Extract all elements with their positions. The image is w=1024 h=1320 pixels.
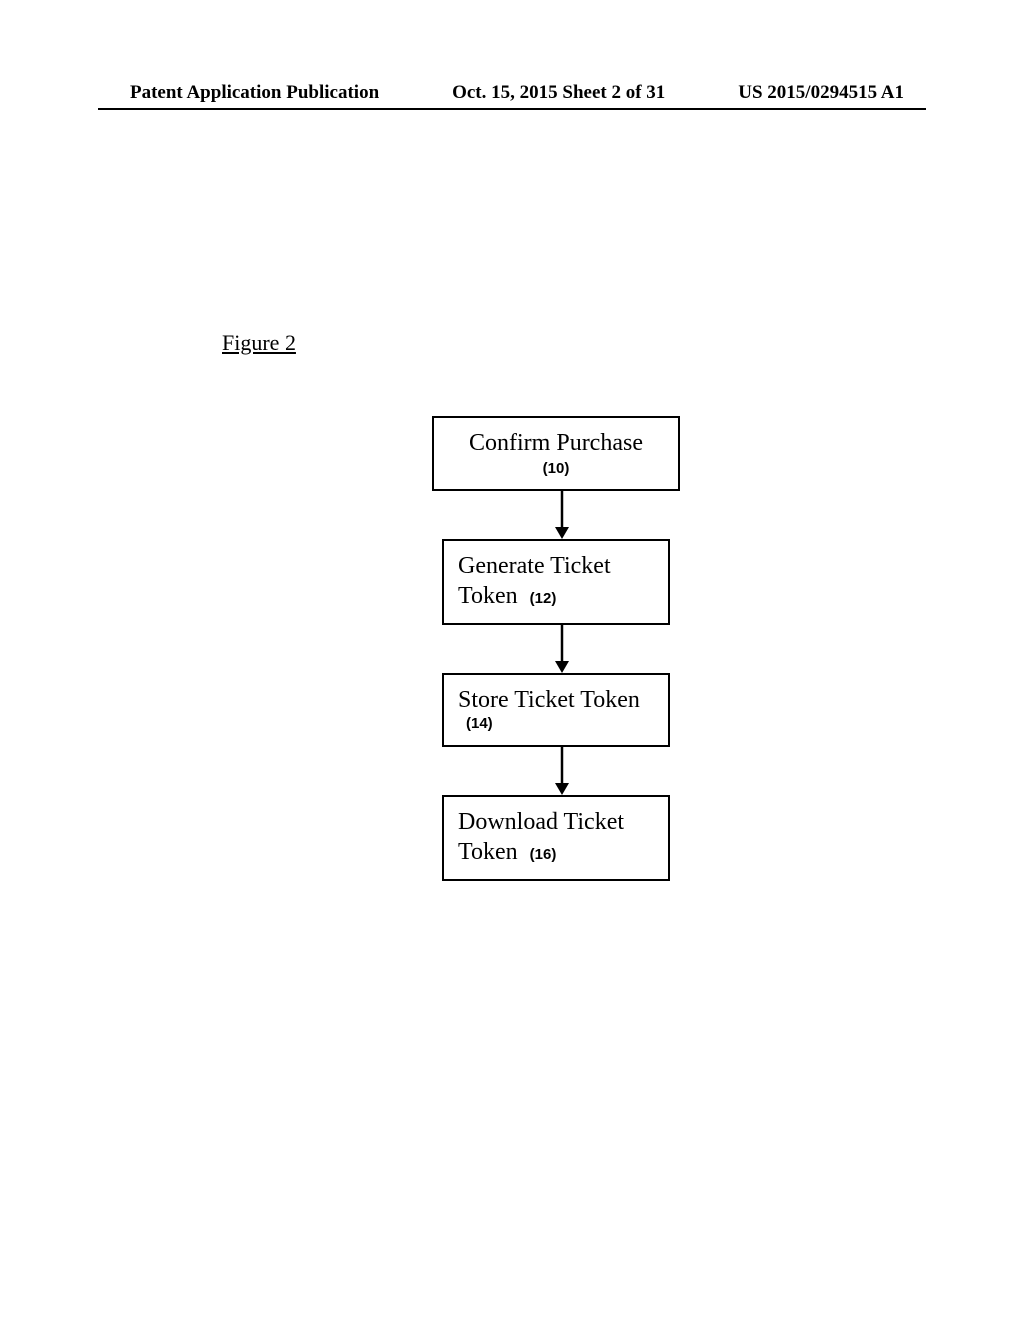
flowchart-arrow <box>432 491 692 539</box>
node-ref: (10) <box>448 460 664 477</box>
flowchart-node: Confirm Purchase (10) <box>432 416 680 491</box>
flowchart-arrow <box>432 747 692 795</box>
node-ref: (16) <box>530 846 557 863</box>
flowchart-arrow <box>432 625 692 673</box>
node-label: Confirm Purchase <box>469 430 643 456</box>
node-label: Store Ticket Token <box>458 687 640 713</box>
flowchart-node: Generate Ticket Token (12) <box>442 539 670 625</box>
header-patent-number: US 2015/0294515 A1 <box>738 82 904 104</box>
header-rule <box>98 108 926 110</box>
flowchart-node: Download Ticket Token (16) <box>442 795 670 881</box>
flowchart: Confirm Purchase (10) Generate Ticket To… <box>432 416 692 881</box>
node-ref: (12) <box>530 590 557 607</box>
header-date-sheet: Oct. 15, 2015 Sheet 2 of 31 <box>452 82 665 104</box>
figure-label: Figure 2 <box>222 330 296 356</box>
header-publication: Patent Application Publication <box>130 82 379 104</box>
flowchart-node: Store Ticket Token (14) <box>442 673 670 747</box>
page-header: Patent Application Publication Oct. 15, … <box>0 82 1024 104</box>
node-ref: (14) <box>466 715 493 732</box>
